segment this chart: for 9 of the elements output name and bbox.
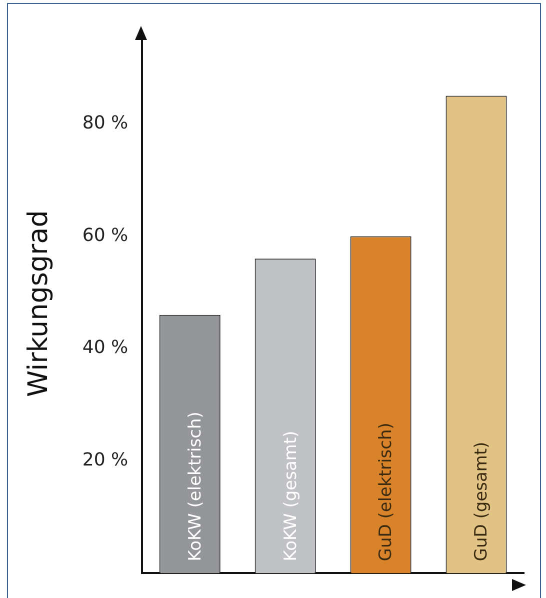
x-tick-label: KoKW (elektrisch) bbox=[185, 412, 206, 562]
x-tick-label: GuD (elektrisch) bbox=[376, 422, 396, 562]
y-tick-label: 60 % bbox=[82, 224, 128, 246]
x-tick-label: KoKW (gesamt) bbox=[280, 430, 301, 562]
y-tick-label: 20 % bbox=[82, 450, 128, 471]
y-tick-label: 40 % bbox=[82, 337, 128, 358]
y-axis-title: Wirkungsgrad bbox=[23, 210, 54, 398]
x-tick-label: GuD (gesamt) bbox=[472, 442, 492, 562]
y-tick-label: 80 % bbox=[82, 112, 128, 134]
